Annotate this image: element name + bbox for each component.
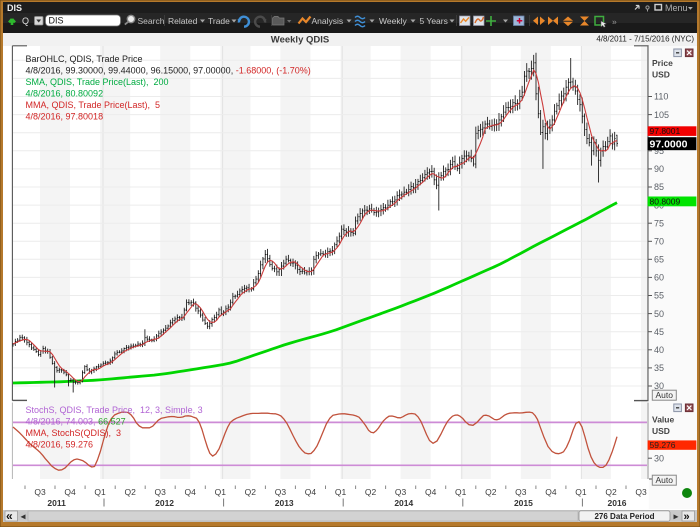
svg-text:2016: 2016 [608,498,627,508]
svg-text:4/8/2016, 99.30000, 99.44000,: 4/8/2016, 99.30000, 99.44000, 96.15000, … [26,66,311,76]
svg-text:»: » [684,511,690,523]
svg-text:95: 95 [654,146,664,156]
svg-text:2013: 2013 [275,498,294,508]
svg-text:2015: 2015 [514,498,533,508]
svg-text:«: « [6,509,13,523]
svg-text:4/8/2016, 80.80092: 4/8/2016, 80.80092 [26,89,104,99]
svg-text:USD: USD [652,426,670,436]
svg-text:Q1: Q1 [335,487,347,497]
svg-text:59.276: 59.276 [650,440,676,450]
svg-text:Search: Search [138,16,165,26]
svg-text:4/8/2016, 97.80018: 4/8/2016, 97.80018 [26,112,104,122]
svg-text:Weekly: Weekly [379,16,407,26]
svg-text:MMA, StochS(QDIS), 3: MMA, StochS(QDIS), 3 [26,428,122,438]
svg-text:Weekly QDIS: Weekly QDIS [271,35,329,46]
svg-text:Q1: Q1 [455,487,467,497]
svg-text:2014: 2014 [394,498,413,508]
svg-text:Price: Price [652,58,673,68]
svg-text:110: 110 [654,92,668,102]
svg-text:4/8/2016, 59.276: 4/8/2016, 59.276 [26,440,94,450]
svg-text:Related: Related [168,16,198,26]
svg-text:80.8009: 80.8009 [650,196,681,206]
svg-text:Q2: Q2 [605,487,617,497]
svg-text:30: 30 [654,381,664,391]
svg-text:5 Years: 5 Years [420,16,448,26]
svg-text:50: 50 [654,309,664,319]
svg-text:Trade: Trade [208,16,230,26]
svg-text:2012: 2012 [155,498,174,508]
svg-text:▶: ▶ [674,513,680,520]
svg-text:Q1: Q1 [215,487,227,497]
svg-text:Q4: Q4 [64,487,76,497]
svg-text:◀: ◀ [21,514,27,521]
svg-text:Q3: Q3 [635,487,647,497]
svg-text:60: 60 [654,273,664,283]
svg-text:40: 40 [654,345,664,355]
svg-text:SMA, QDIS, Trade Price(Last),: SMA, QDIS, Trade Price(Last), 200 [26,77,169,87]
svg-text:Q1: Q1 [575,487,587,497]
svg-text:97.0000: 97.0000 [650,139,688,151]
svg-text:45: 45 [654,327,664,337]
svg-text:Q2: Q2 [245,487,257,497]
svg-text:90: 90 [654,164,664,174]
svg-text:65: 65 [654,255,664,265]
svg-text:Q4: Q4 [545,487,557,497]
svg-text:Q2: Q2 [365,487,377,497]
svg-text:Menu: Menu [665,3,688,13]
svg-text:4/8/2011 - 7/15/2016 (NYC): 4/8/2011 - 7/15/2016 (NYC) [596,35,694,44]
svg-text:Q3: Q3 [515,487,527,497]
svg-text:Analysis: Analysis [312,16,344,26]
svg-text:Q3: Q3 [155,487,167,497]
svg-text:Q4: Q4 [185,487,197,497]
svg-text:2011: 2011 [47,498,66,508]
svg-text:30: 30 [654,453,664,463]
svg-text:Q3: Q3 [395,487,407,497]
svg-text:276 Data Period: 276 Data Period [594,512,654,521]
svg-text:DIS: DIS [49,16,64,26]
svg-text:»: » [612,17,617,27]
svg-text:Q1: Q1 [94,487,106,497]
svg-text:Q4: Q4 [305,487,317,497]
svg-text:StochS, QDIS, Trade Price, 12: StochS, QDIS, Trade Price, 12, 3, Simple… [26,405,203,415]
svg-text:Q2: Q2 [485,487,497,497]
svg-text:USD: USD [652,70,670,80]
svg-text:Value: Value [652,415,674,425]
svg-text:85: 85 [654,182,664,192]
svg-text:75: 75 [654,218,664,228]
svg-text:Q2: Q2 [125,487,137,497]
svg-text:DIS: DIS [7,3,22,13]
svg-text:MMA, QDIS, Trade Price(Last),: MMA, QDIS, Trade Price(Last), 5 [26,100,161,110]
svg-text:Q: Q [22,16,29,26]
svg-text:Q3: Q3 [34,487,46,497]
svg-text:105: 105 [654,110,669,120]
svg-text:70: 70 [654,237,664,247]
svg-text:Q3: Q3 [275,487,287,497]
svg-text:Auto: Auto [656,475,674,485]
svg-text:97.8001: 97.8001 [650,126,681,136]
svg-text:Auto: Auto [656,390,674,400]
svg-text:BarOHLC, QDIS, Trade Price: BarOHLC, QDIS, Trade Price [26,54,143,64]
svg-text:4/8/2016, 74.003, 66.527: 4/8/2016, 74.003, 66.527 [26,417,126,427]
svg-text:Q4: Q4 [425,487,437,497]
svg-text:35: 35 [654,363,664,373]
svg-text:55: 55 [654,291,664,301]
